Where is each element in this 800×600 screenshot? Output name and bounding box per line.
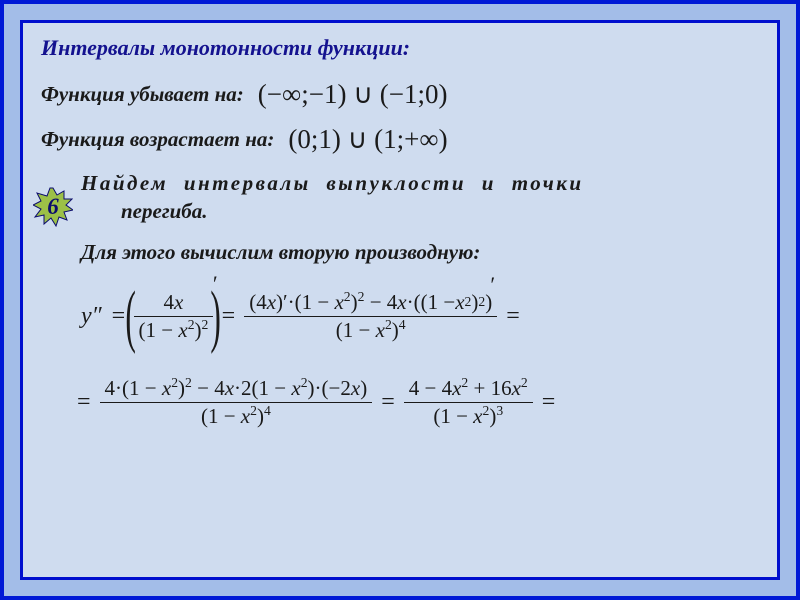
formula-row-2: = 4·(1 − x2)2 − 4x·2(1 − x2)·(−2x) (1 − … [71, 375, 759, 431]
frac3-den: (1 − x2)4 [196, 403, 276, 430]
equals-2: = [222, 303, 236, 330]
frac4-num: 4 − 4x2 + 16x2 [404, 375, 533, 402]
y-double-prime: y″ [81, 303, 102, 330]
equals-4: = [77, 389, 91, 416]
frac1-den: (1 − x2)2 [139, 318, 209, 342]
decrease-row: Функция убывает на: (−∞;−1) ∪ (−1;0) [41, 79, 759, 110]
step-badge: 6 [33, 187, 73, 227]
decrease-math: (−∞;−1) ∪ (−1;0) [258, 79, 448, 110]
step-text-line1: Найдем интервалы выпуклости и точки [81, 169, 759, 197]
frac4-den: (1 − x2)3 [428, 403, 508, 430]
page-outer-frame: Интервалы монотонности функции: Функция … [0, 0, 800, 600]
decrease-label: Функция убывает на: [41, 82, 244, 107]
step-number: 6 [47, 194, 59, 220]
content-panel: Интервалы монотонности функции: Функция … [20, 20, 780, 580]
right-paren: ) [211, 289, 221, 345]
frac-3: 4·(1 − x2)2 − 4x·2(1 − x2)·(−2x) (1 − x2… [100, 375, 373, 431]
prime-mark-1: ′ [213, 271, 218, 297]
step-subline: Для этого вычислим вторую производную: [81, 240, 759, 265]
frac2-num: (4x)′·(1 − x2)2 − 4x·((1 − x2)2)′ [244, 289, 497, 316]
equals-1: = [112, 303, 126, 330]
step-text-line2: перегиба. [121, 197, 759, 225]
equals-5: = [381, 389, 395, 416]
equals-6: = [542, 389, 556, 416]
increase-row: Функция возрастает на: (0;1) ∪ (1;+∞) [41, 124, 759, 155]
frac2-den: (1 − x2)4 [331, 317, 411, 344]
frac-4: 4 − 4x2 + 16x2 (1 − x2)3 [404, 375, 533, 431]
frac-1: 4x (1 − x2)2 [134, 289, 214, 345]
left-paren: ( [126, 289, 136, 345]
equals-3: = [506, 303, 520, 330]
formula-area: y″ = ( 4x (1 − x2)2 ) ′ = (4x)′·(1 − x2)… [41, 289, 759, 431]
increase-math: (0;1) ∪ (1;+∞) [288, 124, 447, 155]
formula-row-1: y″ = ( 4x (1 − x2)2 ) ′ = (4x)′·(1 − x2)… [81, 289, 759, 345]
frac-2: (4x)′·(1 − x2)2 − 4x·((1 − x2)2)′ (1 − x… [244, 289, 497, 345]
section-heading: Интервалы монотонности функции: [41, 35, 759, 61]
frac1-num: 4x [164, 290, 184, 314]
increase-label: Функция возрастает на: [41, 127, 274, 152]
step-text: Найдем интервалы выпуклости и точки пере… [81, 169, 759, 265]
frac3-num: 4·(1 − x2)2 − 4x·2(1 − x2)·(−2x) [100, 375, 373, 402]
paren-group-1: ( 4x (1 − x2)2 ) ′ [131, 289, 215, 345]
